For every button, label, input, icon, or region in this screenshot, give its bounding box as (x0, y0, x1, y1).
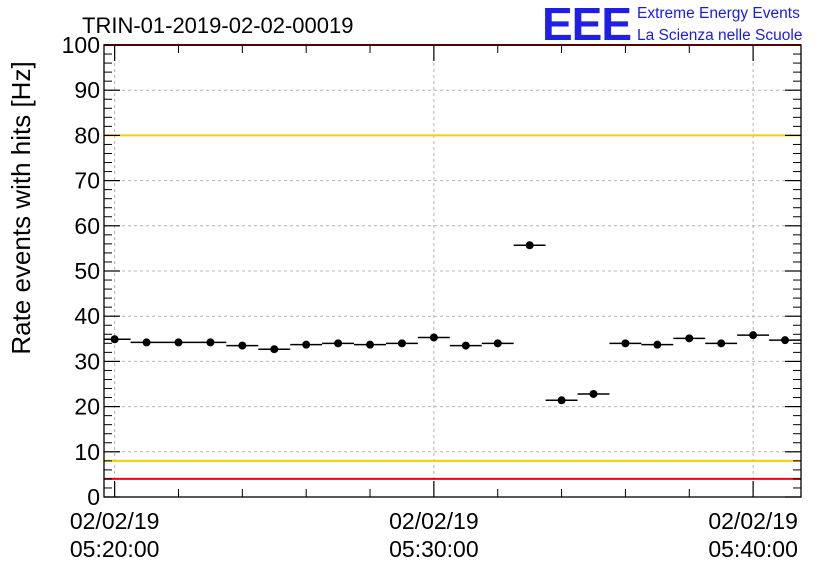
data-point (142, 338, 151, 347)
data-point (525, 241, 534, 250)
data-point (302, 340, 311, 349)
y-tick-label: 50 (74, 258, 100, 284)
data-point (589, 389, 598, 398)
eee-logo: EEE Extreme Energy Events La Scienza nel… (542, 0, 802, 50)
data-point (334, 339, 343, 348)
data-point (270, 345, 279, 354)
data-series (104, 241, 801, 405)
logo-mark: EEE (542, 0, 631, 50)
grid (104, 45, 801, 497)
x-tick-label-date: 02/02/19 (389, 508, 479, 534)
data-point (493, 339, 502, 348)
y-tick-label: 40 (74, 303, 100, 329)
logo-line-2: La Scienza nelle Scuole (637, 27, 802, 44)
x-tick-label-date: 02/02/19 (70, 508, 160, 534)
data-point (206, 338, 215, 347)
data-point (653, 340, 662, 349)
data-point (461, 341, 470, 350)
y-tick-label: 70 (74, 168, 100, 194)
chart-title: TRIN-01-2019-02-02-00019 (82, 13, 354, 38)
data-point (174, 338, 183, 347)
tick-labels: 010203040506070809010002/02/1905:20:0002… (62, 32, 798, 562)
data-point (110, 335, 119, 344)
y-tick-label: 90 (74, 77, 100, 103)
y-tick-label: 30 (74, 348, 100, 374)
y-tick-label: 80 (74, 122, 100, 148)
y-axis-label: Rate events with hits [Hz] (6, 61, 36, 354)
data-point (557, 396, 566, 405)
x-tick-label-time: 05:30:00 (389, 536, 479, 562)
y-tick-label: 20 (74, 394, 100, 420)
axes (103, 44, 802, 498)
y-tick-label: 60 (74, 213, 100, 239)
reference-lines (104, 44, 801, 480)
data-point (238, 341, 247, 350)
x-tick-label-time: 05:40:00 (708, 536, 798, 562)
y-tick-label: 100 (62, 32, 100, 58)
data-point (366, 340, 375, 349)
logo-line-1: Extreme Energy Events (637, 5, 800, 22)
data-point (749, 331, 758, 340)
data-point (717, 339, 726, 348)
data-point (429, 333, 438, 342)
data-point (621, 339, 630, 348)
x-tick-label-date: 02/02/19 (708, 508, 798, 534)
data-point (397, 339, 406, 348)
y-tick-label: 10 (74, 439, 100, 465)
x-tick-label-time: 05:20:00 (70, 536, 160, 562)
data-point (781, 336, 790, 345)
data-point (685, 334, 694, 343)
y-tick-label: 0 (87, 484, 100, 510)
plot-frame (103, 44, 802, 498)
